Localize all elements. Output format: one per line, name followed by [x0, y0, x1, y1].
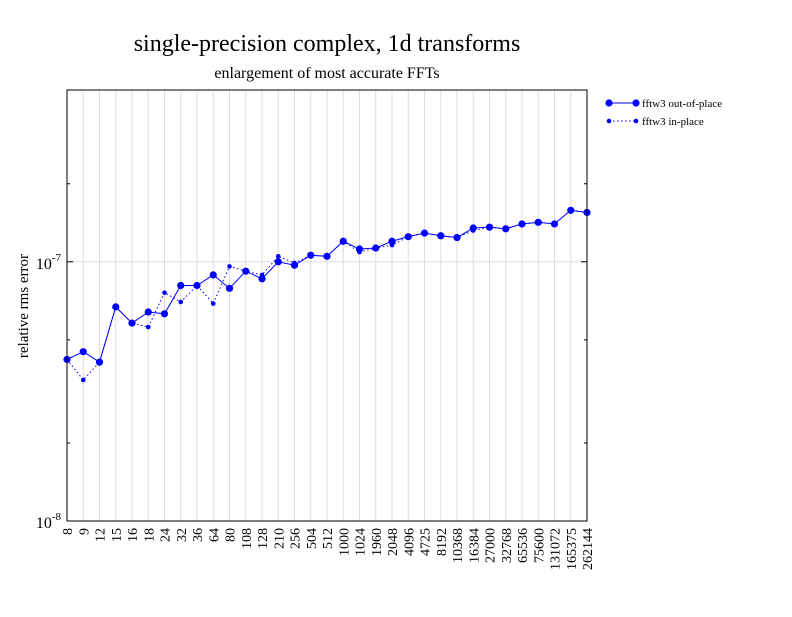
- data-point: [308, 252, 314, 258]
- data-point: [519, 221, 525, 227]
- data-point: [79, 348, 87, 356]
- legend-marker: [632, 99, 640, 107]
- legend-marker: [633, 118, 639, 124]
- x-tick-label: 36: [191, 528, 206, 542]
- x-tick-label: 1000: [337, 528, 352, 556]
- data-point: [438, 233, 444, 239]
- x-tick-label: 80: [224, 528, 239, 542]
- legend-label: fftw3 in-place: [642, 116, 704, 128]
- data-point: [210, 301, 216, 306]
- data-point: [422, 230, 427, 236]
- data-point: [97, 359, 102, 365]
- x-tick-label: 256: [289, 528, 304, 549]
- data-point: [225, 284, 234, 292]
- y-tick-exponent: -8: [52, 511, 62, 523]
- legend-label: fftw3 out-of-place: [642, 98, 722, 110]
- data-point: [259, 272, 265, 278]
- series-line: [66, 209, 588, 381]
- x-tick-label: 12: [94, 528, 109, 542]
- x-tick-label: 8: [61, 528, 76, 535]
- data-point: [113, 304, 119, 310]
- x-tick-label: 165375: [565, 528, 580, 570]
- x-tick-label: 27000: [484, 528, 499, 563]
- data-point: [227, 264, 232, 269]
- y-tick-base: 10: [36, 515, 52, 532]
- x-tick-label: 504: [305, 528, 320, 549]
- data-point: [178, 299, 184, 305]
- grid-layer: [67, 90, 587, 521]
- data-point: [162, 290, 167, 295]
- data-point: [357, 249, 362, 255]
- data-point: [535, 220, 541, 225]
- legend-marker: [606, 118, 612, 124]
- x-tick-label: 1024: [354, 528, 369, 556]
- y-tick-label: 10-7: [36, 252, 62, 273]
- x-tick-label: 32: [175, 528, 190, 542]
- y-axis-label: relative rms error: [16, 254, 32, 358]
- data-point: [340, 238, 346, 244]
- data-point: [324, 253, 330, 259]
- x-tick-label: 128: [256, 528, 271, 549]
- data-point: [389, 242, 395, 248]
- data-point: [258, 275, 266, 283]
- x-tick-label: 1960: [370, 528, 385, 556]
- y-tick-label: 10-8: [36, 511, 62, 532]
- x-tick-label: 2048: [386, 528, 401, 556]
- data-point: [388, 237, 396, 245]
- data-point: [487, 224, 492, 230]
- data-point: [160, 310, 169, 318]
- x-tick-label: 24: [159, 528, 174, 542]
- x-tick-label: 4096: [402, 528, 417, 556]
- data-point: [470, 228, 476, 233]
- legend: fftw3 out-of-place fftw3 in-place: [605, 98, 722, 128]
- data-point: [503, 226, 509, 232]
- x-tick-label: 18: [142, 528, 157, 542]
- x-tick-label: 8192: [435, 528, 450, 556]
- axis-layer: 8 9 12 15 16 18 24 32 36 64 80 108 128 210 256 504 512 10…: [36, 183, 596, 570]
- data-point: [568, 207, 574, 213]
- data-point: [129, 320, 135, 326]
- x-tick-label: 75600: [532, 528, 547, 563]
- data-point: [243, 268, 249, 274]
- x-tick-label: 210: [272, 528, 287, 549]
- y-tick-base: 10: [36, 256, 52, 273]
- x-tick-label: 15: [110, 528, 125, 542]
- chart-title: single-precision complex, 1d transforms: [134, 31, 521, 57]
- data-point: [177, 281, 185, 290]
- x-tick-label: 262144: [581, 528, 596, 570]
- data-point: [275, 253, 281, 259]
- data-point: [552, 221, 557, 227]
- data-point: [454, 235, 460, 240]
- x-tick-label: 65536: [516, 528, 531, 563]
- data-point: [274, 258, 282, 266]
- x-tick-label: 16384: [467, 528, 482, 563]
- data-point: [292, 260, 297, 266]
- plot-frame: [66, 89, 588, 522]
- series-in-place: [64, 207, 590, 383]
- x-tick-label: 131072: [549, 528, 564, 570]
- x-tick-label: 64: [207, 528, 222, 542]
- data-point: [209, 271, 217, 279]
- x-tick-label: 16: [126, 528, 141, 542]
- data-point: [194, 283, 200, 288]
- y-tick-exponent: -7: [52, 252, 62, 264]
- chart-subtitle: enlargement of most accurate FFTs: [214, 65, 439, 82]
- x-tick-label: 32768: [500, 528, 515, 563]
- series-layer: [63, 206, 591, 383]
- data-point: [405, 234, 411, 239]
- x-tick-label: 512: [321, 528, 336, 549]
- data-point: [145, 324, 151, 330]
- x-tick-label: 4725: [419, 528, 434, 556]
- x-tick-label: 9: [77, 528, 92, 535]
- x-tick-label: 108: [240, 528, 255, 549]
- data-point: [144, 308, 152, 316]
- data-point: [80, 377, 86, 383]
- legend-marker: [605, 99, 613, 107]
- data-point: [373, 245, 379, 251]
- x-tick-label: 10368: [451, 528, 466, 563]
